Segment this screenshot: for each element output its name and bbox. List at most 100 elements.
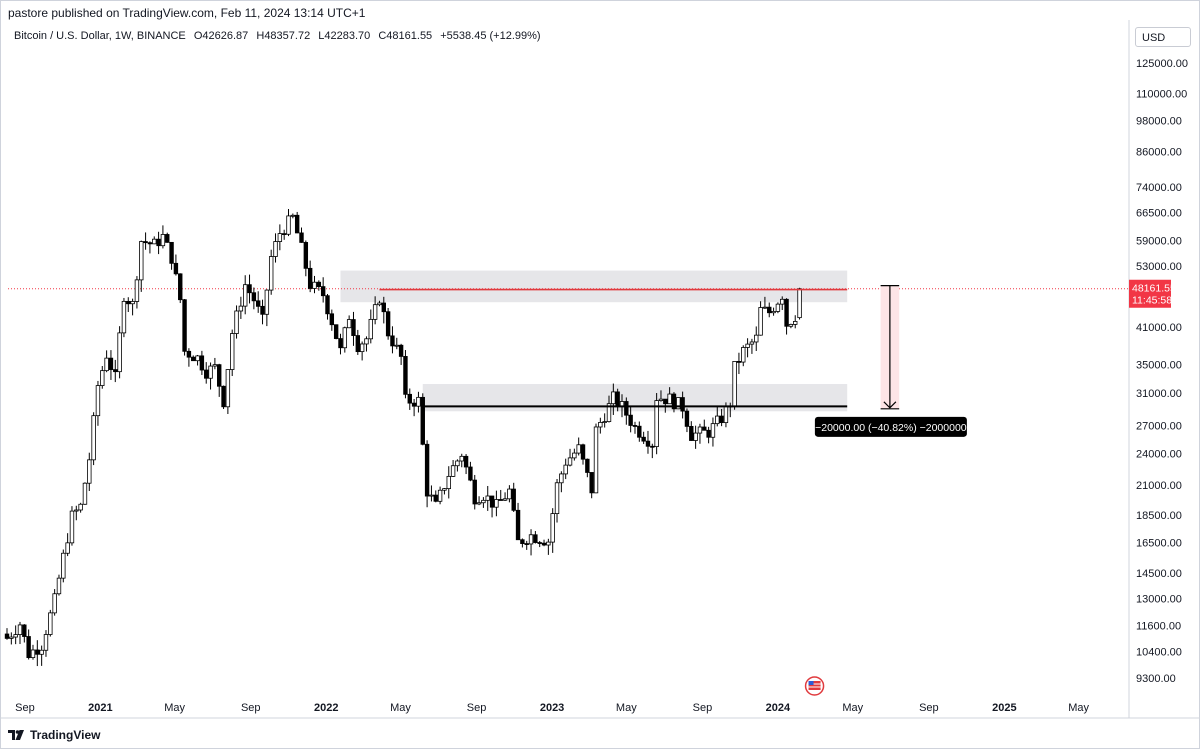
candle-down xyxy=(35,649,40,655)
price-tick-label: 59000.00 xyxy=(1136,236,1182,248)
candle-up xyxy=(546,541,551,546)
price-tick-label: 110000.00 xyxy=(1136,88,1187,100)
candle-up xyxy=(593,426,599,494)
candle-down xyxy=(355,335,361,353)
measure-label: −20000.00 (−40.82%) −2000000 xyxy=(815,422,967,434)
candle-down xyxy=(26,636,31,659)
price-tick-label: 16500.00 xyxy=(1136,537,1182,549)
candle-up xyxy=(567,457,573,466)
open-value: 42626.87 xyxy=(202,30,249,42)
candle-down xyxy=(433,494,438,502)
candle-down xyxy=(706,429,711,438)
candle-down xyxy=(767,306,772,314)
resistance-zone-1 xyxy=(340,270,848,303)
candle-down xyxy=(4,633,10,639)
candle-up xyxy=(775,303,781,312)
brand-name: TradingView xyxy=(30,728,101,742)
candle-up xyxy=(160,234,166,247)
candle-up xyxy=(39,649,44,655)
candle-down xyxy=(541,542,547,546)
candle-up xyxy=(264,289,270,315)
candle-down xyxy=(515,509,521,541)
publish-info-text: pastore published on TradingView.com, Fe… xyxy=(8,6,366,20)
time-tick-label: Sep xyxy=(15,702,35,714)
candle-up xyxy=(741,347,746,363)
candle-up xyxy=(602,421,607,423)
candle-last xyxy=(797,288,802,319)
candle-up xyxy=(117,332,122,373)
candle-down xyxy=(351,319,356,336)
candle-down xyxy=(217,364,222,387)
candle-down xyxy=(329,313,335,326)
candle-up xyxy=(268,256,274,291)
price-tick-label: 35000.00 xyxy=(1136,359,1182,371)
candle-down xyxy=(589,472,594,494)
us-flag-event-icon[interactable] xyxy=(804,676,825,696)
candle-up xyxy=(17,624,23,635)
candle-down xyxy=(169,241,174,264)
candle-down xyxy=(333,324,339,339)
candle-up xyxy=(476,502,482,505)
candle-down xyxy=(113,369,118,373)
candle-down xyxy=(156,238,161,247)
candle-up xyxy=(598,422,603,428)
candle-up xyxy=(554,482,560,515)
candle-up xyxy=(693,432,698,441)
price-tick-label: 10400.00 xyxy=(1136,647,1182,659)
time-tick-label: Sep xyxy=(467,702,487,714)
candle-down xyxy=(524,543,529,545)
candle-down xyxy=(533,534,538,543)
candle-down xyxy=(680,397,685,412)
price-tick-label: 53000.00 xyxy=(1136,261,1182,273)
candle-up xyxy=(654,400,659,448)
candle-down xyxy=(498,499,503,501)
candle-down xyxy=(632,425,638,427)
price-tick-label: 11600.00 xyxy=(1136,621,1181,633)
candle-down xyxy=(511,488,516,511)
candle-up xyxy=(563,464,568,475)
symbol-legend[interactable]: Bitcoin / U.S. Dollar, 1W, BINANCE O4262… xyxy=(14,30,541,42)
publish-info: pastore published on TradingView.com, Fe… xyxy=(8,6,365,20)
price-tick-label: 98000.00 xyxy=(1136,116,1182,128)
candle-down xyxy=(463,455,469,468)
current-price-label-bg xyxy=(1129,279,1171,308)
candle-up xyxy=(152,238,157,245)
currency-button[interactable]: USD xyxy=(1135,27,1191,47)
candle-down xyxy=(645,440,651,447)
tradingview-logo[interactable]: TradingView xyxy=(8,728,100,742)
candle-down xyxy=(182,299,187,352)
candle-up xyxy=(234,310,239,334)
candle-up xyxy=(91,415,96,461)
candle-up xyxy=(74,509,79,512)
candle-up xyxy=(450,465,456,477)
candle-down xyxy=(303,242,309,269)
price-tick-label: 41000.00 xyxy=(1136,322,1182,334)
candle-up xyxy=(455,460,460,467)
candle-up xyxy=(754,334,759,343)
price-tick-label: 27000.00 xyxy=(1136,421,1182,433)
candle-down xyxy=(684,410,690,427)
candle-down xyxy=(637,425,642,438)
candle-down xyxy=(671,393,677,410)
candle-down xyxy=(381,302,386,313)
candle-up xyxy=(212,364,218,367)
candle-up xyxy=(290,214,296,217)
candle-up xyxy=(69,510,75,544)
time-tick-label: 2023 xyxy=(540,702,564,714)
candle-down xyxy=(204,369,209,379)
candle-up xyxy=(793,321,798,325)
bar-countdown: 11:45:58 xyxy=(1132,295,1172,307)
candle-down xyxy=(641,436,646,442)
candle-up xyxy=(277,233,283,242)
measure-arrow-head xyxy=(883,401,897,409)
candle-up xyxy=(100,370,105,386)
candle-up xyxy=(87,459,92,484)
candle-down xyxy=(390,335,395,347)
price-tick-label: 66500.00 xyxy=(1136,207,1182,219)
candle-up xyxy=(130,301,135,305)
candle-down xyxy=(398,344,404,357)
symbol-name[interactable]: Bitcoin / U.S. Dollar, 1W, BINANCE xyxy=(14,30,186,42)
candle-down xyxy=(199,355,205,371)
low-value: 42283.70 xyxy=(324,30,371,42)
